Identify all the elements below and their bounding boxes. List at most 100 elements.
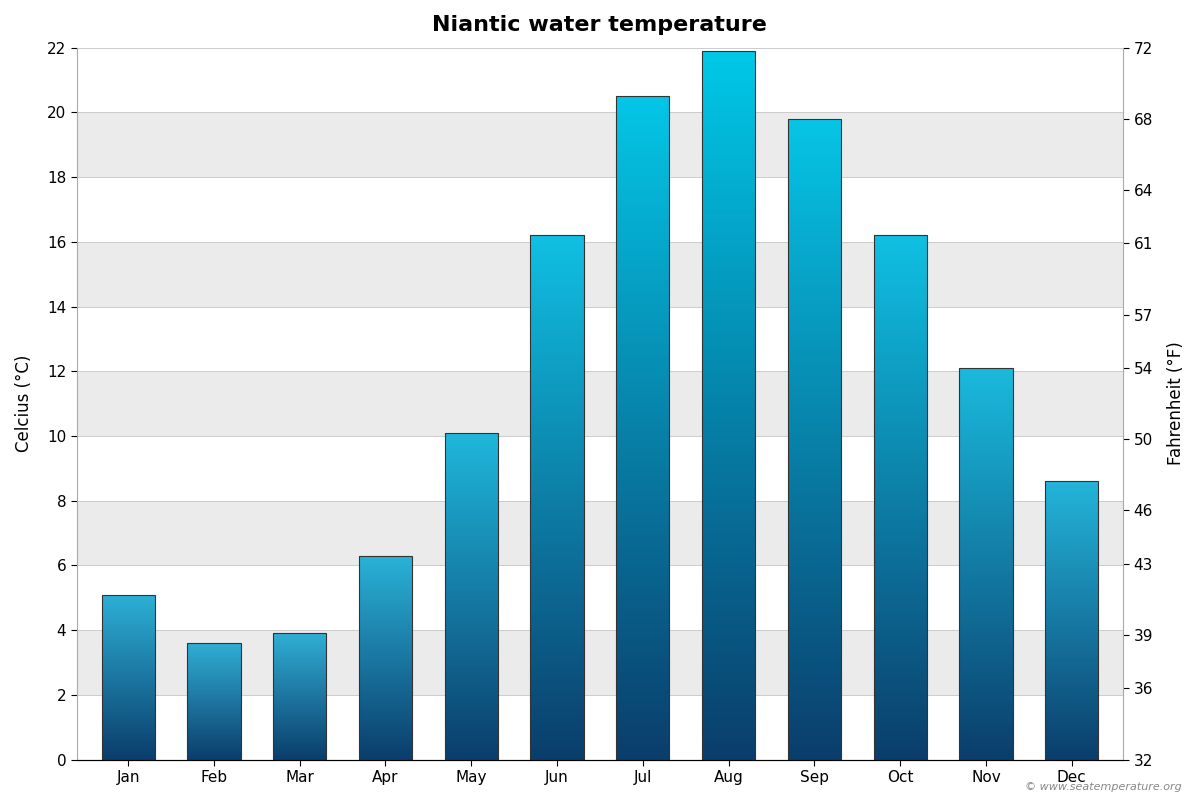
Bar	[787, 343, 841, 346]
Bar	[1045, 593, 1098, 594]
Bar	[874, 539, 926, 542]
Bar	[445, 474, 498, 475]
Bar	[617, 647, 670, 650]
Bar	[1045, 722, 1098, 723]
Bar	[787, 218, 841, 222]
Bar	[1045, 554, 1098, 555]
Bar	[617, 249, 670, 252]
Bar	[874, 626, 926, 629]
Bar	[874, 666, 926, 668]
Bar	[787, 330, 841, 334]
Bar	[959, 382, 1013, 384]
Bar	[874, 432, 926, 434]
Bar	[359, 567, 412, 568]
Bar	[359, 720, 412, 721]
Bar	[874, 713, 926, 715]
Bar	[959, 444, 1013, 446]
Bar	[1045, 530, 1098, 531]
Bar	[359, 630, 412, 631]
Bar	[1045, 726, 1098, 727]
Bar	[359, 725, 412, 726]
Bar	[702, 458, 755, 462]
Bar	[787, 468, 841, 471]
Bar	[102, 666, 155, 667]
Bar	[102, 746, 155, 747]
Bar	[702, 746, 755, 749]
Bar	[959, 505, 1013, 507]
Bar	[617, 683, 670, 686]
Bar	[959, 556, 1013, 558]
Bar	[959, 534, 1013, 536]
Bar	[445, 743, 498, 745]
Bar	[959, 583, 1013, 586]
Bar	[702, 51, 755, 759]
Bar	[359, 591, 412, 593]
Bar	[787, 372, 841, 375]
Bar	[617, 322, 670, 325]
Bar	[874, 498, 926, 500]
Bar	[617, 534, 670, 538]
Bar	[959, 713, 1013, 714]
Bar	[359, 677, 412, 678]
Bar	[874, 379, 926, 382]
Bar	[874, 490, 926, 492]
Bar	[1045, 701, 1098, 702]
Bar	[787, 369, 841, 372]
Bar	[530, 361, 583, 364]
Bar	[445, 538, 498, 539]
Bar	[1045, 546, 1098, 548]
Bar	[874, 574, 926, 576]
Bar	[617, 481, 670, 484]
Bar	[959, 648, 1013, 650]
Bar	[102, 685, 155, 686]
Bar	[359, 613, 412, 614]
Bar	[787, 500, 841, 503]
Bar	[102, 612, 155, 613]
Bar	[959, 646, 1013, 648]
Bar	[617, 504, 670, 507]
Bar	[1045, 622, 1098, 623]
Bar	[1045, 626, 1098, 627]
Bar	[530, 393, 583, 395]
Bar	[530, 259, 583, 262]
Bar	[874, 343, 926, 346]
Bar	[445, 554, 498, 555]
Bar	[1045, 584, 1098, 586]
Bar	[959, 399, 1013, 402]
Bar	[1045, 686, 1098, 687]
Bar	[445, 524, 498, 526]
Bar	[359, 631, 412, 632]
Bar	[1045, 733, 1098, 734]
Bar	[102, 621, 155, 622]
Bar	[617, 352, 670, 355]
Bar	[702, 214, 755, 218]
Bar	[787, 625, 841, 628]
Bar	[702, 692, 755, 696]
Bar	[787, 426, 841, 430]
Bar	[787, 366, 841, 369]
Bar	[787, 532, 841, 535]
Bar	[359, 736, 412, 737]
Bar	[874, 707, 926, 710]
Bar	[102, 721, 155, 722]
Bar	[617, 298, 670, 302]
Bar	[702, 331, 755, 334]
Bar	[530, 338, 583, 340]
Bar	[959, 407, 1013, 409]
Bar	[874, 563, 926, 566]
Bar	[617, 348, 670, 352]
Bar	[702, 394, 755, 398]
Bar	[359, 640, 412, 642]
Bar	[102, 726, 155, 727]
Bar	[102, 753, 155, 754]
Bar	[874, 290, 926, 293]
Bar	[702, 221, 755, 225]
Bar	[787, 311, 841, 314]
Bar	[617, 418, 670, 422]
Bar	[102, 617, 155, 618]
Bar	[102, 688, 155, 689]
Bar	[959, 421, 1013, 423]
Bar	[359, 628, 412, 629]
Bar	[617, 408, 670, 411]
Bar	[445, 734, 498, 735]
